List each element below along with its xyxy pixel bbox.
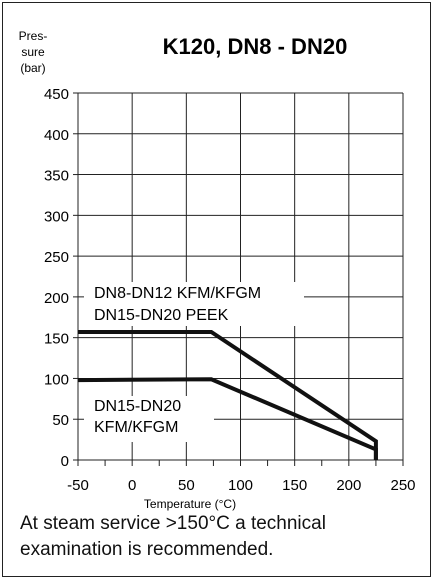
y-tick-label: 50 xyxy=(52,412,69,429)
series-line-2 xyxy=(77,377,378,460)
y-tick-label: 200 xyxy=(44,290,69,307)
y-axis-label-line-1: Pres- xyxy=(19,29,48,43)
y-tick-label: 150 xyxy=(44,331,69,348)
y-tick-label: 0 xyxy=(61,453,69,470)
x-tick-label: 0 xyxy=(128,477,136,494)
y-tick-label: 300 xyxy=(44,208,69,225)
x-tick-label: 150 xyxy=(282,477,307,494)
y-tick-label: 400 xyxy=(44,127,69,144)
x-tick-label: 50 xyxy=(178,477,195,494)
x-tick-label: 100 xyxy=(228,477,253,494)
series-label-line: KFM/KFGM xyxy=(94,419,178,436)
series-label-background xyxy=(84,396,214,442)
y-tick-label: 250 xyxy=(44,249,69,266)
y-tick-label: 450 xyxy=(44,86,69,103)
x-tick-label: 200 xyxy=(336,477,361,494)
y-tick-label: 100 xyxy=(44,371,69,388)
y-axis-label-line-3: (bar) xyxy=(20,61,45,75)
x-axis-label: Temperature (°C) xyxy=(144,497,236,511)
series-label-background xyxy=(84,282,304,326)
steam-service-note: At steam service >150°C a technical exam… xyxy=(20,513,326,560)
y-axis-label-line-2: sure xyxy=(21,45,45,59)
series-label-line: DN8-DN12 KFM/KFGM xyxy=(94,285,261,302)
chart-title: K120, DN8 - DN20 xyxy=(163,34,348,59)
series-label-line: DN15-DN20 PEEK xyxy=(94,307,229,324)
y-tick-label: 350 xyxy=(44,168,69,185)
series-label-line: DN15-DN20 xyxy=(94,398,181,415)
chart-frame xyxy=(2,2,431,577)
x-tick-label: -50 xyxy=(67,477,89,494)
x-tick-label: 250 xyxy=(390,477,415,494)
